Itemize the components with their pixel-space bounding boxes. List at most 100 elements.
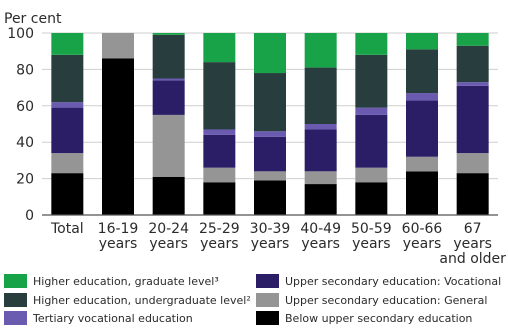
bar-segment — [304, 184, 337, 215]
y-axis-ticks: 0 20 40 60 80 100 — [7, 26, 34, 224]
bar-segment — [254, 180, 286, 215]
x-tick-label-line: years — [251, 236, 290, 252]
x-tick-label: 60-66 years — [402, 221, 443, 252]
legend-label-upper-secondary-general: Upper secondary education: General — [285, 293, 488, 307]
bar-segment — [152, 176, 185, 215]
bar-stack — [406, 33, 438, 215]
bar-segment — [51, 33, 84, 55]
bar-segment — [152, 33, 185, 35]
bar-segment — [355, 33, 388, 55]
bar-segment — [304, 129, 337, 172]
legend-swatch-below-upper-secondary — [256, 311, 279, 325]
bar-segment — [254, 136, 286, 172]
bar-segment — [152, 114, 185, 177]
y-tick-label: 80 — [16, 62, 34, 78]
bar-segment — [355, 167, 388, 183]
bar-segment — [254, 33, 286, 74]
bar-segment — [456, 173, 489, 215]
y-tick-label: 0 — [25, 208, 34, 224]
y-tick-label: 20 — [16, 172, 34, 188]
x-tick-label-line: years — [301, 236, 340, 252]
x-tick-label: 30-39 years — [250, 221, 291, 252]
legend-label-undergraduate: Higher education, undergraduate level² — [33, 293, 251, 307]
bar-segment — [304, 33, 337, 68]
bar-segment — [203, 167, 236, 183]
bar-segment — [203, 182, 236, 215]
bar-segment — [456, 85, 489, 154]
bar-segment — [203, 134, 236, 168]
bar-segment — [406, 171, 438, 215]
bar-segment — [355, 114, 388, 168]
bar-segment — [203, 33, 236, 63]
bar-segment — [304, 171, 337, 185]
bar-stack — [456, 33, 489, 215]
bar-stack — [254, 33, 286, 215]
legend-label-below-upper-secondary: Below upper secondary education — [285, 311, 473, 325]
bar-segment — [254, 73, 286, 132]
y-axis-title: Per cent — [4, 11, 62, 27]
x-tick-label-line: and older — [439, 251, 506, 267]
bar-segment — [51, 153, 84, 174]
x-tick-label-line: 30-39 — [250, 221, 291, 237]
bar-stack — [304, 33, 337, 215]
x-tick-label-line: years — [352, 236, 391, 252]
x-tick-label-line: 40-49 — [300, 221, 341, 237]
x-tick-label: 40-49 years — [300, 221, 341, 252]
y-tick-label: 60 — [16, 99, 34, 115]
bar-segment — [203, 129, 236, 135]
bars — [51, 33, 489, 216]
legend-swatch-upper-secondary-general — [256, 293, 279, 307]
legend-swatch-undergraduate — [4, 293, 27, 307]
bar-segment — [51, 107, 84, 154]
x-tick-label: 67 years and older — [439, 221, 506, 267]
bar-segment — [456, 82, 489, 86]
legend-item-upper-secondary-vocational: Upper secondary education: Vocational — [256, 273, 501, 289]
x-tick-label: Total — [50, 221, 84, 237]
x-tick-label-line: 50-59 — [351, 221, 392, 237]
legend-item-upper-secondary-general: Upper secondary education: General — [256, 292, 487, 308]
bar-segment — [51, 102, 84, 108]
x-tick-label-line: 20-24 — [148, 221, 189, 237]
bar-stack — [355, 33, 388, 215]
x-tick-label-line: years — [200, 236, 239, 252]
bar-segment — [304, 124, 337, 130]
bar-stack — [203, 33, 236, 215]
x-tick-label-line: years — [149, 236, 188, 252]
bar-segment — [152, 80, 185, 115]
bar-segment — [254, 131, 286, 137]
legend-label-graduate: Higher education, graduate level³ — [33, 274, 219, 288]
bar-segment — [456, 45, 489, 83]
bar-segment — [406, 100, 438, 157]
bar-segment — [203, 62, 236, 130]
bar-segment — [456, 153, 489, 174]
bar-segment — [102, 58, 134, 216]
legend-swatch-upper-secondary-vocational — [256, 274, 279, 288]
bar-segment — [406, 49, 438, 94]
legend-swatch-graduate — [4, 274, 27, 288]
legend-label-upper-secondary-vocational: Upper secondary education: Vocational — [285, 274, 502, 288]
legend-item-graduate: Higher education, graduate level³ — [4, 273, 219, 289]
y-tick-label: 100 — [7, 26, 34, 42]
bar-segment — [355, 107, 388, 115]
bar-segment — [152, 34, 185, 79]
legend-item-below-upper-secondary: Below upper secondary education — [256, 310, 472, 326]
x-tick-label-line: 25-29 — [199, 221, 240, 237]
bar-stack — [152, 33, 185, 215]
x-tick-label-line: 67 — [464, 221, 482, 237]
bar-segment — [51, 54, 84, 103]
legend: Higher education, graduate level³ Higher… — [0, 270, 508, 328]
legend-item-tertiary-vocational: Tertiary vocational education — [4, 310, 193, 326]
bar-segment — [456, 33, 489, 46]
x-tick-label-line: years — [403, 236, 442, 252]
x-tick-label: 25-29 years — [199, 221, 240, 252]
x-tick-label: 16-19 years — [98, 221, 139, 252]
x-tick-label-line: 60-66 — [402, 221, 443, 237]
bar-stack — [102, 33, 134, 216]
bar-segment — [51, 173, 84, 215]
x-tick-label: 50-59 years — [351, 221, 392, 252]
bar-segment — [152, 78, 185, 81]
bar-segment — [355, 182, 388, 215]
legend-item-undergraduate: Higher education, undergraduate level² — [4, 292, 251, 308]
legend-label-tertiary-vocational: Tertiary vocational education — [33, 311, 193, 325]
